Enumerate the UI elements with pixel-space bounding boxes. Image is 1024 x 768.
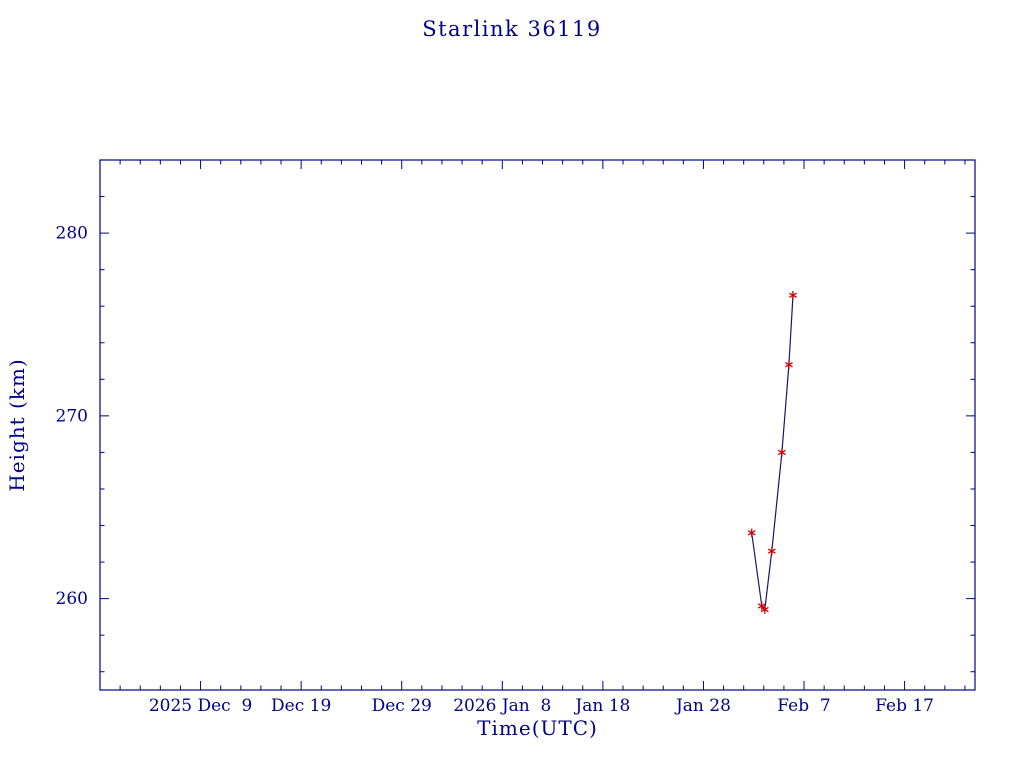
data-point-marker (784, 360, 793, 369)
data-points (747, 291, 797, 614)
x-axis-label: Time(UTC) (477, 716, 598, 740)
data-point-marker (760, 605, 769, 614)
x-tick-label: 2026 Jan 8 (453, 696, 551, 716)
plot-frame (99, 159, 976, 691)
data-point-marker (788, 291, 797, 300)
x-tick-label: Jan 18 (573, 696, 630, 716)
height-curve (751, 295, 794, 612)
x-tick-label: Dec 29 (372, 696, 432, 716)
y-tick-label: 270 (56, 406, 88, 426)
chart-title: Starlink 36119 (422, 17, 602, 41)
x-tick-label: Dec 19 (271, 696, 331, 716)
x-tick-label: Feb 7 (777, 696, 830, 716)
axis-ticks (99, 159, 975, 690)
x-tick-label: Feb 17 (875, 696, 934, 716)
y-tick-label: 260 (56, 589, 88, 609)
data-point-marker (767, 546, 776, 556)
data-point-marker (777, 448, 786, 457)
y-tick-label: 280 (56, 224, 88, 244)
x-tick-label: 2025 Dec 9 (149, 696, 253, 716)
data-point-marker (747, 528, 756, 538)
x-tick-label: Jan 28 (674, 696, 731, 716)
tick-labels: 2025 Dec 9 Dec 19 Dec 29 2026 Jan 8 Jan 18 Ja… (56, 224, 934, 716)
